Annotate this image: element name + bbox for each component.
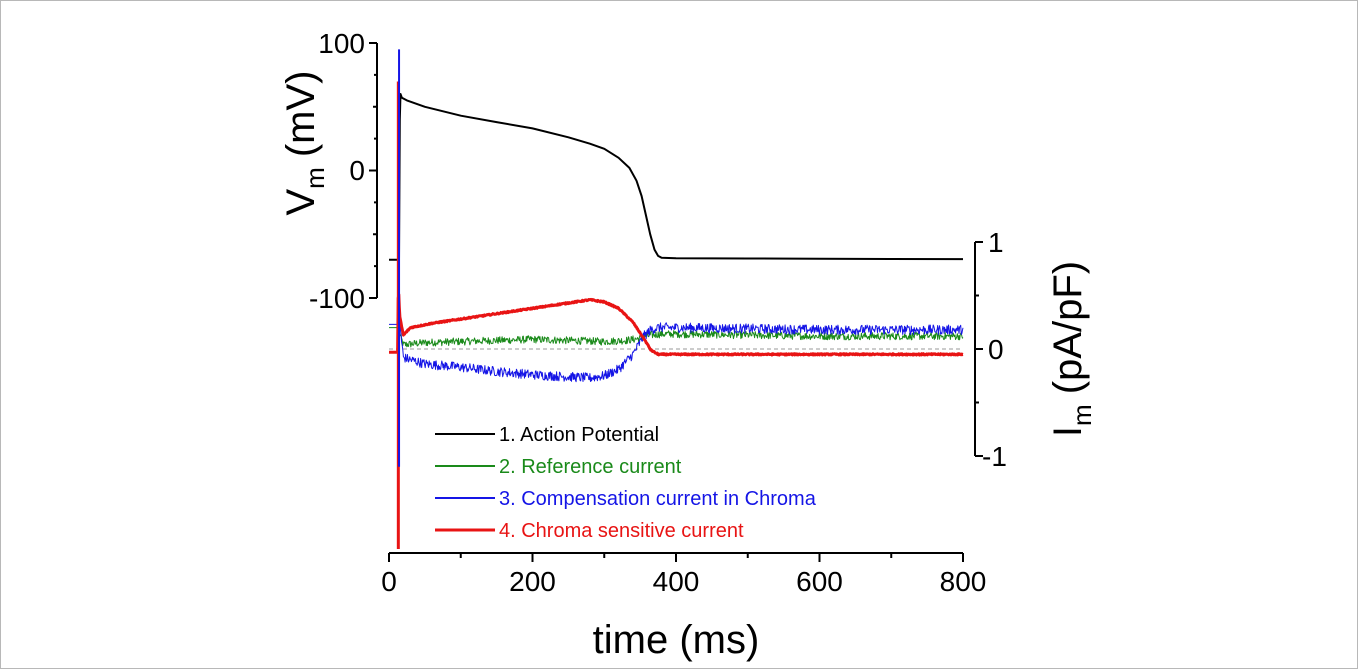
right-axis-title: Im (pA/pF): [1046, 261, 1097, 437]
left-tick-label: -100: [309, 283, 365, 314]
left-tick-label: 0: [349, 155, 365, 186]
left-axis-title-main: V: [279, 189, 323, 216]
x-tick-label: 200: [509, 566, 556, 597]
right-axis-ticks: [975, 241, 983, 457]
left-axis: 100 0 -100 Vm (mV): [279, 28, 378, 314]
legend-item-compensation-current: 3. Compensation current in Chroma: [435, 488, 817, 510]
right-axis-title-sub: m: [1067, 404, 1097, 426]
x-axis-ticks: [388, 553, 964, 562]
legend-item-reference-current: 2. Reference current: [435, 456, 682, 478]
trace-reference-current: [389, 327, 964, 348]
legend-label: 1. Action Potential: [499, 424, 659, 446]
x-axis: 0 200 400 600 800 time (ms): [381, 552, 987, 662]
legend: 1. Action Potential 2. Reference current…: [435, 424, 817, 542]
left-tick-label: 100: [318, 28, 365, 59]
legend-item-chroma-sensitive-current: 4. Chroma sensitive current: [435, 520, 744, 542]
trace-action-potential: [389, 93, 964, 261]
trace-chroma-sensitive-current: [388, 292, 964, 357]
x-axis-title: time (ms): [593, 618, 760, 662]
right-tick-label: -1: [982, 441, 1007, 472]
right-tick-label: 0: [988, 334, 1004, 365]
right-tick-label: 1: [988, 227, 1004, 258]
legend-label: 4. Chroma sensitive current: [499, 520, 744, 542]
plot-traces: [388, 49, 964, 549]
x-tick-label: 400: [653, 566, 700, 597]
right-axis: 1 0 -1 Im (pA/pF): [974, 227, 1097, 472]
trace-compensation-current: [389, 315, 964, 383]
legend-label: 3. Compensation current in Chroma: [499, 488, 817, 510]
left-axis-ticks: [369, 42, 377, 299]
legend-item-action-potential: 1. Action Potential: [435, 424, 659, 446]
left-axis-title-sub: m: [300, 167, 330, 189]
legend-label: 2. Reference current: [499, 456, 682, 478]
right-axis-title-main: I: [1046, 426, 1090, 437]
x-tick-label: 600: [796, 566, 843, 597]
right-axis-title-unit: (pA/pF): [1046, 261, 1090, 394]
x-tick-label: 0: [381, 566, 397, 597]
left-axis-title-unit: (mV): [279, 71, 323, 158]
left-axis-title: Vm (mV): [279, 71, 330, 216]
x-tick-label: 800: [940, 566, 987, 597]
